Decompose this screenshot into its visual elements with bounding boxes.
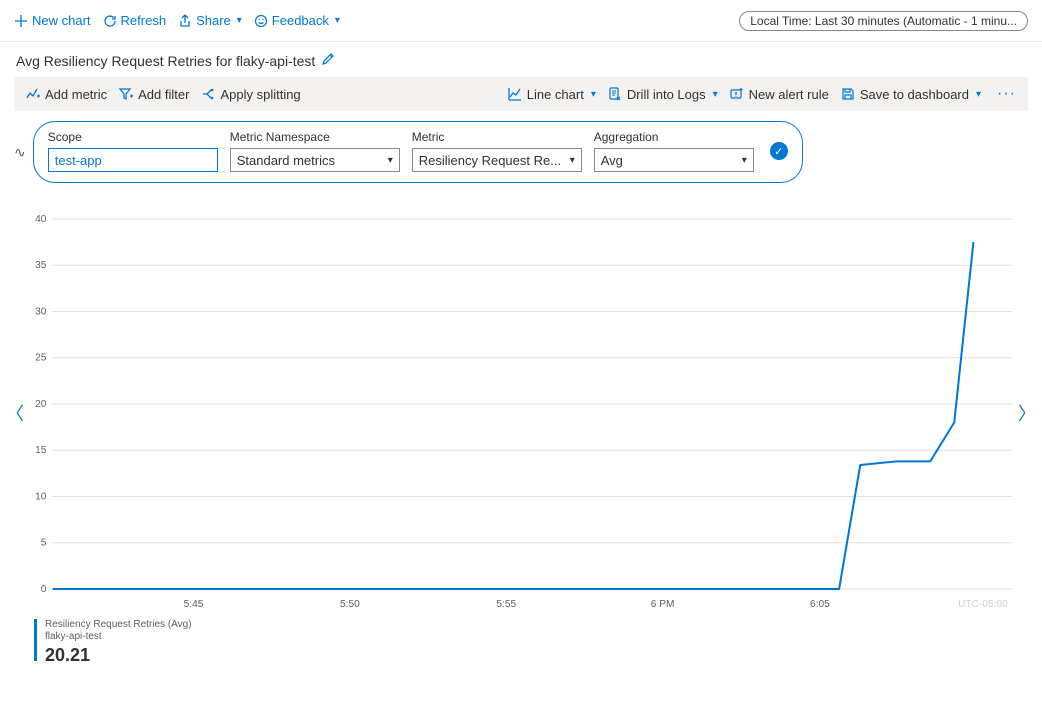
chevron-down-icon: ▾ [335,15,340,26]
svg-text:5: 5 [41,538,47,549]
legend-resource-name: flaky-api-test [45,631,192,643]
share-icon [178,14,192,28]
svg-text:10: 10 [35,492,47,503]
smiley-icon [254,14,268,28]
chevron-down-icon: ▾ [237,15,242,26]
apply-splitting-button[interactable]: Apply splitting [201,87,300,102]
legend-color-bar [34,619,37,661]
legend-block: Resiliency Request Retries (Avg) flaky-a… [34,619,1028,666]
alert-icon [730,87,744,101]
legend-value: 20.21 [45,645,192,666]
more-actions-button[interactable]: ··· [993,85,1020,103]
feedback-label: Feedback [272,13,329,28]
metric-config-row: ∿ Scope test-app Metric Namespace Standa… [14,121,1028,183]
refresh-label: Refresh [121,13,167,28]
logs-icon [608,87,622,101]
svg-text:35: 35 [35,260,47,271]
svg-text:0: 0 [41,584,47,595]
refresh-button[interactable]: Refresh [103,13,167,28]
namespace-value: Standard metrics [237,153,335,168]
svg-text:6:05: 6:05 [810,599,830,610]
time-range-label: Local Time: Last 30 minutes (Automatic -… [750,14,1017,28]
add-filter-label: Add filter [138,87,189,102]
save-dashboard-dropdown[interactable]: Save to dashboard ▾ [841,87,981,102]
new-alert-label: New alert rule [749,87,829,102]
scope-picker[interactable]: test-app [48,148,218,172]
metric-dropdown[interactable]: Resiliency Request Re... ▾ [412,148,582,172]
metric-label: Metric [412,130,582,144]
drill-logs-label: Drill into Logs [627,87,706,102]
line-chart-icon [508,87,522,101]
chevron-down-icon: ▾ [742,155,747,166]
add-metric-button[interactable]: Add metric [26,87,107,102]
metric-value: Resiliency Request Re... [419,153,561,168]
line-chart[interactable]: 0 5 10 15 20 25 30 35 40 5:45 5:50 5:55 6 PM 6:05 UTC-… [14,213,1028,613]
chevron-down-icon: ▾ [570,155,575,166]
aggregation-value: Avg [601,153,623,168]
new-chart-label: New chart [32,13,91,28]
svg-text:6 PM: 6 PM [651,599,675,610]
legend-series-name: Resiliency Request Retries (Avg) [45,619,192,631]
filter-icon [119,87,133,101]
chevron-down-icon: ▾ [591,89,596,100]
aggregation-dropdown[interactable]: Avg ▾ [594,148,754,172]
metric-config-capsule: Scope test-app Metric Namespace Standard… [33,121,803,183]
pencil-icon [321,52,335,66]
namespace-dropdown[interactable]: Standard metrics ▾ [230,148,400,172]
share-label: Share [196,13,231,28]
drill-logs-dropdown[interactable]: Drill into Logs ▾ [608,87,718,102]
line-chart-dropdown[interactable]: Line chart ▾ [508,87,596,102]
namespace-label: Metric Namespace [230,130,400,144]
new-alert-button[interactable]: New alert rule [730,87,829,102]
add-metric-label: Add metric [45,87,107,102]
svg-text:5:55: 5:55 [496,599,516,610]
edit-title-button[interactable] [321,52,335,69]
save-icon [841,87,855,101]
time-range-picker[interactable]: Local Time: Last 30 minutes (Automatic -… [739,11,1028,31]
config-valid-icon: ✓ [770,142,788,160]
chart-zone: 〈 〉 05101520253035405:455:505:556 PM6:05… [14,213,1028,613]
svg-text:20: 20 [35,399,47,410]
chart-title-row: Avg Resiliency Request Retries for flaky… [0,42,1042,77]
svg-text:25: 25 [35,353,47,364]
plus-icon [14,14,28,28]
svg-text:15: 15 [35,445,47,456]
share-button[interactable]: Share ▾ [178,13,242,28]
svg-text:5:45: 5:45 [184,599,204,610]
scope-value: test-app [55,153,102,168]
add-filter-button[interactable]: Add filter [119,87,189,102]
chevron-down-icon: ▾ [976,89,981,100]
add-metric-icon [26,87,40,101]
new-chart-button[interactable]: New chart [14,13,91,28]
scope-label: Scope [48,130,218,144]
top-toolbar: New chart Refresh Share ▾ Feedback ▾ Loc… [0,0,1042,42]
apply-splitting-label: Apply splitting [220,87,300,102]
svg-text:30: 30 [35,307,47,318]
splitting-icon [201,87,215,101]
save-dashboard-label: Save to dashboard [860,87,969,102]
svg-text:5:50: 5:50 [340,599,360,610]
chart-sub-toolbar: Add metric Add filter Apply splitting Li… [14,77,1028,111]
drag-handle-icon[interactable]: ∿ [14,144,25,161]
svg-text:40: 40 [35,214,47,225]
svg-text:UTC-05:00: UTC-05:00 [958,599,1008,610]
refresh-icon [103,14,117,28]
feedback-button[interactable]: Feedback ▾ [254,13,340,28]
chart-title: Avg Resiliency Request Retries for flaky… [16,53,315,69]
chevron-down-icon: ▾ [388,155,393,166]
aggregation-label: Aggregation [594,130,754,144]
line-chart-label: Line chart [527,87,584,102]
chevron-down-icon: ▾ [713,89,718,100]
